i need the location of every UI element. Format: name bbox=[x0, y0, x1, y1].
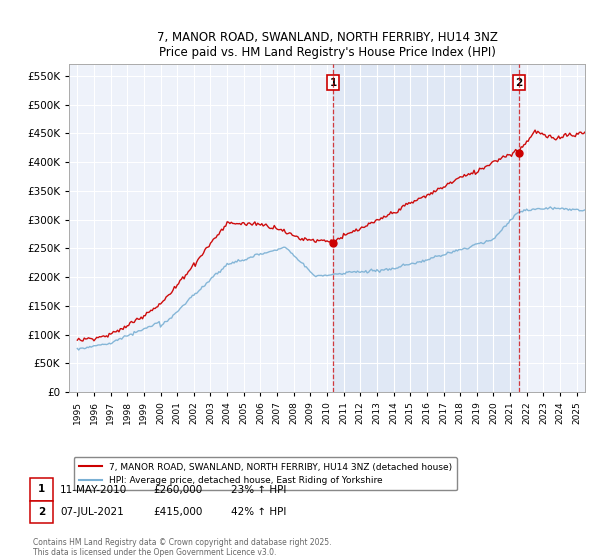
Title: 7, MANOR ROAD, SWANLAND, NORTH FERRIBY, HU14 3NZ
Price paid vs. HM Land Registry: 7, MANOR ROAD, SWANLAND, NORTH FERRIBY, … bbox=[157, 31, 497, 59]
Text: 1: 1 bbox=[38, 484, 45, 494]
Text: Contains HM Land Registry data © Crown copyright and database right 2025.
This d: Contains HM Land Registry data © Crown c… bbox=[33, 538, 331, 557]
FancyBboxPatch shape bbox=[30, 478, 53, 501]
Text: 2: 2 bbox=[515, 78, 523, 88]
Text: 07-JUL-2021: 07-JUL-2021 bbox=[60, 507, 124, 517]
Legend: 7, MANOR ROAD, SWANLAND, NORTH FERRIBY, HU14 3NZ (detached house), HPI: Average : 7, MANOR ROAD, SWANLAND, NORTH FERRIBY, … bbox=[74, 457, 457, 491]
Text: 23% ↑ HPI: 23% ↑ HPI bbox=[231, 485, 286, 495]
Text: 11-MAY-2010: 11-MAY-2010 bbox=[60, 485, 127, 495]
Text: 1: 1 bbox=[329, 78, 337, 88]
FancyBboxPatch shape bbox=[30, 501, 53, 523]
Text: 42% ↑ HPI: 42% ↑ HPI bbox=[231, 507, 286, 517]
Text: 2: 2 bbox=[38, 507, 45, 517]
Bar bbox=[333, 64, 519, 392]
Text: £260,000: £260,000 bbox=[153, 485, 202, 495]
Text: £415,000: £415,000 bbox=[153, 507, 202, 517]
